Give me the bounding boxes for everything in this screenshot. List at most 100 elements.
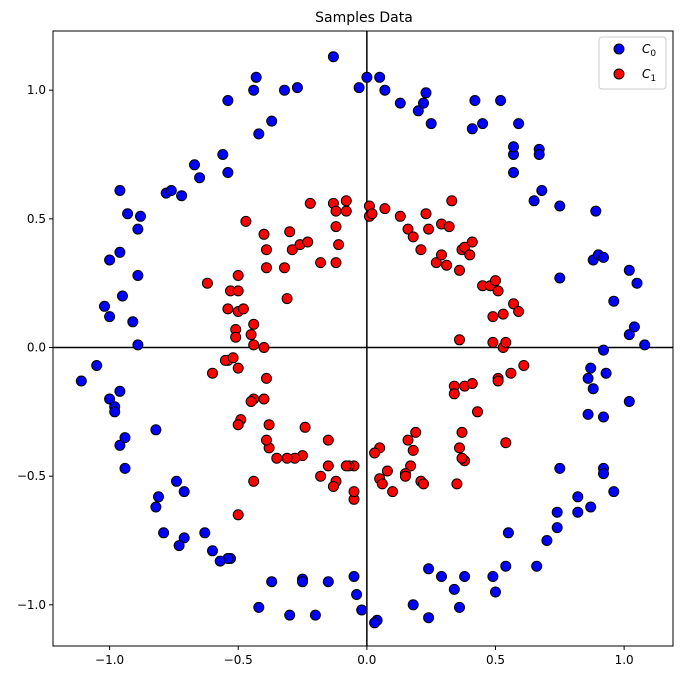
scatter-point-c1 <box>487 311 499 323</box>
scatter-point-c0 <box>114 439 126 451</box>
scatter-point-c1 <box>327 481 339 492</box>
scatter-point-c0 <box>420 87 432 99</box>
scatter-point-c1 <box>299 421 311 433</box>
scatter-point-c0 <box>153 491 164 503</box>
scatter-point-c0 <box>598 344 609 356</box>
y-tick-label: −0.5 <box>17 469 46 483</box>
scatter-point-c0 <box>585 501 597 513</box>
scatter-point-c0 <box>541 535 553 546</box>
scatter-point-c1 <box>430 257 442 269</box>
scatter-point-c0 <box>502 527 514 539</box>
scatter-point-c1 <box>330 205 342 217</box>
scatter-point-c0 <box>598 468 609 480</box>
scatter-point-c1 <box>315 470 327 482</box>
scatter-point-c0 <box>418 97 429 109</box>
scatter-point-c1 <box>387 486 399 498</box>
scatter-point-c0 <box>114 185 126 196</box>
scatter-point-c0 <box>425 118 437 130</box>
scatter-point-c1 <box>407 231 419 243</box>
scatter-point-c0 <box>639 339 651 351</box>
scatter-point-c1 <box>232 285 244 297</box>
scatter-point-c1 <box>490 275 501 287</box>
scatter-point-c0 <box>327 51 339 63</box>
x-tick-label: 1.0 <box>615 653 634 667</box>
scatter-point-c0 <box>178 532 190 544</box>
scatter-point-c0 <box>222 95 234 106</box>
scatter-point-c0 <box>374 71 386 83</box>
scatter-point-c1 <box>232 270 244 281</box>
scatter-point-c0 <box>253 128 265 140</box>
scatter-point-c1 <box>448 388 460 400</box>
scatter-point-c1 <box>381 465 393 477</box>
scatter-point-c0 <box>531 560 543 572</box>
scatter-point-c1 <box>322 434 334 446</box>
scatter-point-c0 <box>590 205 602 217</box>
scatter-point-c0 <box>132 339 144 351</box>
scatter-point-c0 <box>132 223 144 235</box>
scatter-point-c0 <box>119 432 131 444</box>
scatter-point-c1 <box>258 393 270 405</box>
scatter-point-c0 <box>253 601 265 613</box>
scatter-point-c0 <box>572 491 584 503</box>
scatter-point-c0 <box>199 527 211 539</box>
scatter-point-c1 <box>379 203 391 215</box>
scatter-point-c0 <box>500 560 512 572</box>
scatter-point-c0 <box>459 571 471 582</box>
scatter-point-c1 <box>402 223 414 235</box>
scatter-point-c1 <box>415 244 427 256</box>
scatter-point-c1 <box>513 306 525 317</box>
legend-label-c0: C0 <box>642 42 656 59</box>
scatter-point-c1 <box>284 226 296 238</box>
scatter-point-c1 <box>402 434 414 446</box>
scatter-point-c1 <box>340 205 352 217</box>
scatter-point-c1 <box>201 277 213 289</box>
scatter-point-c0 <box>189 159 200 171</box>
scatter-point-c0 <box>266 115 278 127</box>
scatter-point-c1 <box>454 442 465 454</box>
scatter-point-c1 <box>271 452 283 464</box>
scatter-point-c0 <box>508 141 519 153</box>
y-tick-label: 0.0 <box>27 341 46 355</box>
scatter-point-c0 <box>490 586 501 598</box>
scatter-point-c1 <box>261 434 272 446</box>
scatter-point-c1 <box>248 339 260 351</box>
scatter-point-c1 <box>322 460 334 472</box>
scatter-point-c1 <box>348 486 360 498</box>
scatter-point-c0 <box>150 424 162 436</box>
scatter-point-c0 <box>284 609 296 621</box>
scatter-point-c0 <box>297 576 308 588</box>
scatter-point-c1 <box>261 244 272 256</box>
scatter-point-c0 <box>114 385 126 397</box>
scatter-point-c1 <box>487 336 499 348</box>
scatter-point-c1 <box>423 223 435 235</box>
scatter-point-c0 <box>623 396 635 407</box>
scatter-point-c0 <box>623 329 635 341</box>
scatter-point-c0 <box>165 185 177 196</box>
scatter-point-c0 <box>554 200 566 212</box>
scatter-point-c0 <box>171 475 182 487</box>
x-tick-label: 0.5 <box>486 653 505 667</box>
chart-title: Samples Data <box>315 10 413 26</box>
scatter-point-c1 <box>443 221 455 233</box>
scatter-point-c0 <box>598 251 609 263</box>
scatter-point-c0 <box>127 316 139 328</box>
scatter-point-c1 <box>232 509 244 521</box>
scatter-point-c0 <box>572 506 584 518</box>
scatter-point-c0 <box>194 172 206 184</box>
scatter-point-c0 <box>114 246 126 258</box>
y-tick-label: −1.0 <box>17 598 46 612</box>
scatter-point-c1 <box>333 239 345 251</box>
scatter-point-c1 <box>472 406 483 418</box>
scatter-point-c1 <box>492 375 504 387</box>
scatter-point-c0 <box>587 383 599 395</box>
scatter-point-c1 <box>281 452 293 464</box>
scatter-point-c1 <box>248 475 260 487</box>
scatter-point-c0 <box>207 545 218 557</box>
scatter-point-c0 <box>353 82 365 94</box>
scatter-point-c1 <box>245 329 257 341</box>
scatter-point-c1 <box>227 352 239 364</box>
scatter-point-c0 <box>631 277 643 289</box>
legend: C0 C1 <box>598 36 667 90</box>
legend-marker-c0 <box>613 43 625 55</box>
